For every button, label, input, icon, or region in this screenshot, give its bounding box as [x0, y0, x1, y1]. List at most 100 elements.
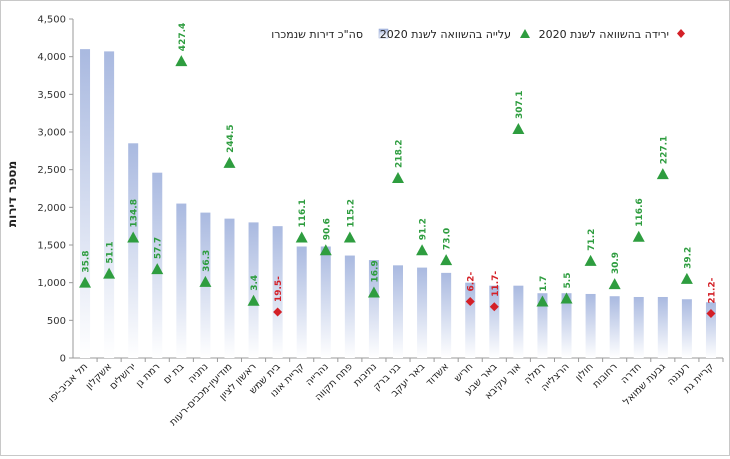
increase-marker	[295, 231, 308, 243]
change-data-label: 19.5-	[274, 276, 284, 302]
change-data-label: 73.0	[443, 228, 453, 250]
increase-marker	[560, 292, 573, 304]
y-tick-label: 4,500	[37, 15, 66, 26]
bar	[296, 246, 307, 358]
y-axis-title: מספר דירות	[5, 161, 19, 227]
y-tick-label: 2,500	[37, 165, 66, 176]
bar	[224, 218, 235, 358]
bar	[104, 51, 115, 358]
x-category-label: רמת גן	[134, 361, 162, 389]
increase-marker	[199, 275, 212, 287]
bar	[705, 302, 716, 358]
increase-marker	[367, 286, 380, 298]
bar	[489, 285, 500, 358]
y-tick-label: 4,000	[37, 52, 66, 63]
legend-item-decrease: ירידה בהשוואה לשנת 2020	[539, 28, 685, 41]
change-data-label: 36.3	[202, 250, 212, 272]
increase-marker	[440, 254, 453, 266]
y-tick-label: 500	[47, 316, 66, 327]
increase-marker	[584, 254, 597, 266]
change-data-label: 3.4	[250, 275, 260, 291]
change-data-label: 115.2	[346, 199, 356, 227]
bar	[272, 226, 283, 358]
change-data-label: 35.8	[82, 250, 92, 272]
legend-decrease-label: ירידה בהשוואה לשנת 2020	[539, 28, 669, 41]
change-data-label: 16.9	[370, 260, 380, 282]
bar	[513, 285, 524, 358]
increase-marker	[608, 278, 621, 290]
y-tick-label: 3,000	[37, 128, 66, 139]
x-category-label: אשדוד	[424, 361, 451, 388]
increase-marker	[656, 168, 669, 180]
increase-marker	[512, 122, 525, 134]
bar	[537, 293, 548, 358]
change-data-label: 5.5	[563, 273, 573, 289]
bar	[561, 293, 572, 358]
change-data-label: 427.4	[178, 23, 188, 51]
legend-increase-label: עלייה בהשוואה לשנת 2020	[380, 28, 511, 41]
legend: סה"כ דירות שנמכרו עלייה בהשוואה לשנת 202…	[271, 28, 685, 41]
change-data-label: 307.1	[515, 91, 525, 119]
change-data-label: 11.7-	[491, 271, 501, 297]
bar	[176, 203, 187, 358]
decrease-marker	[706, 309, 716, 319]
legend-increase-marker	[520, 29, 530, 38]
change-data-label: 1.7	[539, 276, 549, 292]
legend-bars-swatch	[378, 28, 389, 39]
bar	[417, 267, 428, 358]
increase-marker	[392, 171, 404, 183]
bar	[128, 143, 139, 358]
change-data-label: 116.1	[298, 199, 308, 227]
decrease-marker	[489, 302, 499, 312]
bar	[465, 282, 476, 358]
change-data-label: 39.2	[683, 247, 693, 269]
increase-marker	[175, 55, 188, 67]
bar	[681, 299, 692, 358]
decrease-marker	[273, 307, 283, 317]
bar	[320, 246, 331, 358]
change-data-label: 90.6	[322, 218, 332, 240]
bar	[248, 222, 259, 358]
increase-marker	[127, 231, 140, 243]
x-category-label: בת ים	[161, 361, 186, 386]
x-category-label: ירושלים	[108, 361, 139, 392]
legend-item-increase: עלייה בהשוואה לשנת 2020	[380, 28, 530, 41]
change-data-label: 21.2-	[707, 277, 717, 303]
increase-marker	[319, 244, 332, 256]
bar	[80, 49, 91, 359]
increase-marker	[103, 267, 116, 279]
legend-decrease-marker	[677, 29, 685, 38]
y-tick-label: 1,000	[37, 278, 66, 289]
change-data-label: 244.5	[226, 124, 236, 152]
decrease-marker	[465, 297, 475, 306]
bar	[344, 255, 355, 358]
increase-marker	[632, 230, 645, 242]
y-tick-label: 2,000	[37, 203, 66, 214]
bar	[585, 293, 596, 358]
legend-bars-label: סה"כ דירות שנמכרו	[271, 28, 363, 41]
increase-marker	[151, 263, 164, 275]
increase-marker	[247, 294, 260, 306]
y-tick-label: 0	[60, 354, 66, 365]
change-data-label: 227.1	[659, 136, 669, 164]
change-data-label: 71.2	[587, 229, 597, 251]
increase-marker	[416, 244, 429, 256]
change-data-label: 57.7	[154, 237, 164, 259]
increase-marker	[79, 276, 92, 288]
change-data-label: 218.2	[395, 139, 405, 167]
increase-marker	[223, 156, 236, 168]
bar	[609, 296, 620, 358]
bar	[441, 272, 452, 358]
change-data-label: 30.9	[611, 252, 621, 274]
bar	[657, 296, 668, 358]
y-tick-label: 1,500	[37, 241, 66, 252]
change-data-label: 51.1	[106, 241, 116, 263]
change-data-label: 6.2-	[467, 272, 477, 292]
change-data-label: 91.2	[419, 218, 429, 240]
change-data-label: 116.6	[635, 198, 645, 226]
x-category-label: רחובות	[591, 361, 620, 390]
change-data-label: 134.8	[130, 199, 140, 227]
bar	[633, 296, 644, 358]
